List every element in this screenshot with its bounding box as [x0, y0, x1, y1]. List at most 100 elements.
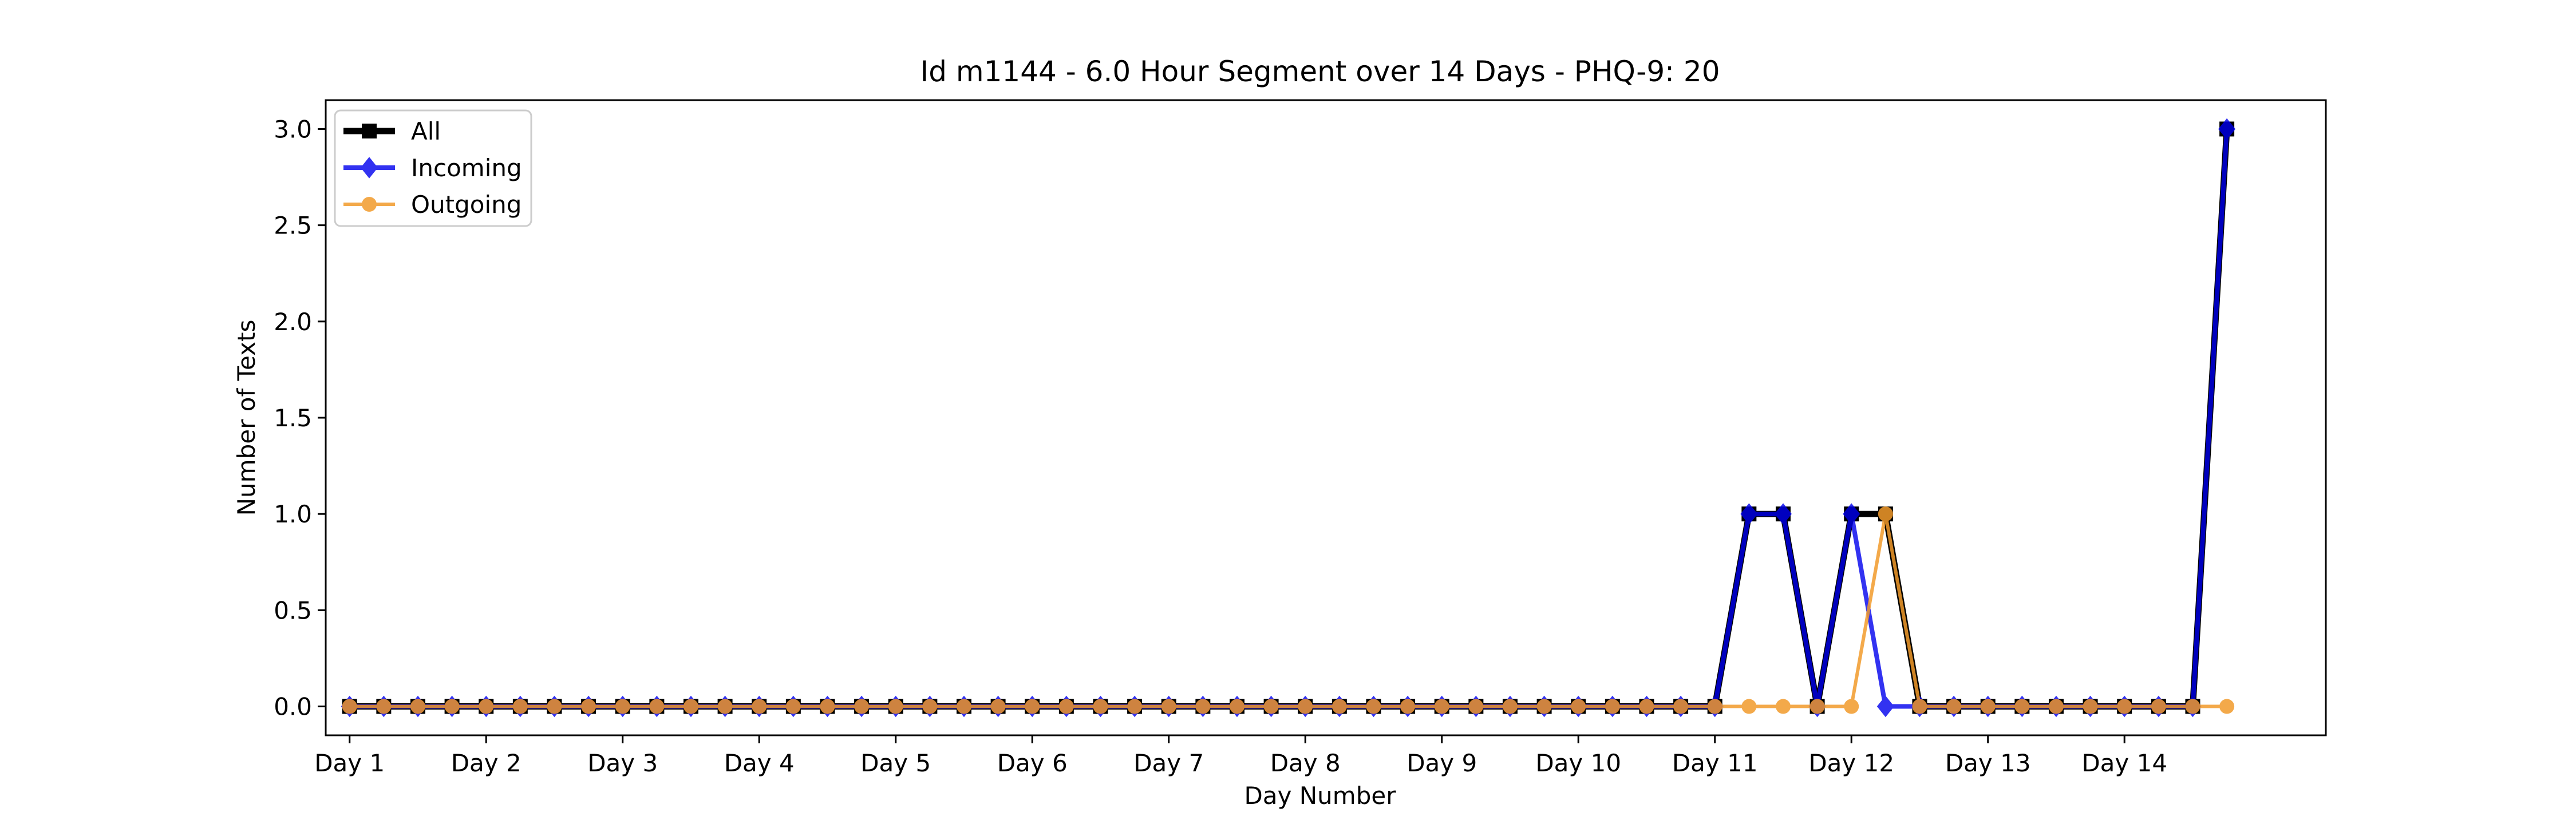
data-point — [1707, 699, 1722, 714]
y-tick-label: 1.5 — [274, 404, 312, 432]
y-tick-label: 3.0 — [274, 115, 312, 143]
data-point — [1673, 699, 1689, 714]
data-point — [1844, 699, 1859, 714]
data-point — [1741, 699, 1757, 714]
legend-entry — [343, 197, 395, 212]
data-point — [1434, 699, 1449, 714]
series-outgoing — [342, 506, 2235, 714]
data-point — [581, 699, 596, 714]
x-tick-label: Day 12 — [1808, 749, 1894, 777]
x-axis-ticks: Day 1 Day 2 Day 3 Day 4 Day 5 Day 6 Day 7 Day 8… — [314, 735, 2167, 777]
data-point — [2117, 699, 2132, 714]
legend-marker — [361, 157, 378, 179]
data-point — [1809, 699, 1825, 714]
x-axis-label: Day Number — [1244, 782, 1396, 810]
data-point — [547, 699, 562, 714]
data-point — [1843, 503, 1860, 525]
data-point — [820, 699, 835, 714]
x-tick-label: Day 14 — [2081, 749, 2167, 777]
data-point — [1774, 503, 1792, 525]
y-axis-ticks: 0.0 0.5 1.0 1.5 2.0 2.5 3.0 — [274, 115, 326, 721]
data-point — [1980, 699, 1996, 714]
data-point — [1502, 699, 1518, 714]
plot-area — [341, 118, 2236, 718]
data-point — [785, 699, 801, 714]
legend-entry — [343, 157, 395, 179]
x-tick-label: Day 5 — [860, 749, 931, 777]
data-point — [1605, 699, 1620, 714]
x-tick-label: Day 9 — [1406, 749, 1477, 777]
data-point — [1025, 699, 1040, 714]
data-point — [1876, 695, 1894, 718]
data-point — [1400, 699, 1416, 714]
chart-title: Id m1144 - 6.0 Hour Segment over 14 Days… — [920, 55, 1720, 88]
data-point — [990, 699, 1006, 714]
data-point — [1195, 699, 1211, 714]
legend-frame — [334, 109, 532, 227]
y-axis-label: Number of Texts — [232, 320, 260, 516]
data-point — [1912, 699, 1927, 714]
legend: All Incoming Outgoing — [334, 109, 532, 227]
data-point — [1058, 699, 1074, 714]
legend-label: Outgoing — [411, 191, 521, 219]
data-point — [342, 699, 357, 714]
data-point — [1878, 506, 1893, 522]
data-point — [649, 699, 665, 714]
data-point — [1775, 699, 1791, 714]
data-point — [1639, 699, 1654, 714]
data-point — [1740, 503, 1758, 525]
data-point — [1536, 699, 1552, 714]
data-point — [512, 699, 528, 714]
x-tick-label: Day 1 — [314, 749, 385, 777]
legend-entry — [343, 124, 395, 138]
y-tick-label: 0.5 — [274, 596, 312, 624]
legend-label: Incoming — [411, 154, 522, 182]
data-point — [1468, 699, 1484, 714]
data-point — [2219, 699, 2235, 714]
x-tick-label: Day 10 — [1535, 749, 1621, 777]
data-point — [922, 699, 938, 714]
data-point — [1263, 699, 1279, 714]
data-point — [1161, 699, 1176, 714]
data-point — [717, 699, 733, 714]
x-tick-label: Day 11 — [1672, 749, 1758, 777]
data-point — [1332, 699, 1347, 714]
x-tick-label: Day 13 — [1945, 749, 2031, 777]
x-tick-label: Day 4 — [724, 749, 795, 777]
data-point — [1093, 699, 1108, 714]
data-point — [2218, 118, 2236, 140]
data-point — [1946, 699, 1962, 714]
data-point — [1571, 699, 1586, 714]
data-point — [376, 699, 392, 714]
x-tick-label: Day 3 — [587, 749, 658, 777]
legend-marker — [362, 197, 377, 212]
data-point — [1127, 699, 1143, 714]
data-point — [2185, 699, 2200, 714]
data-point — [2083, 699, 2098, 714]
data-point — [956, 699, 971, 714]
y-tick-label: 2.0 — [274, 308, 312, 336]
y-tick-label: 0.0 — [274, 693, 312, 721]
x-tick-label: Day 2 — [451, 749, 521, 777]
data-point — [444, 699, 460, 714]
data-point — [1298, 699, 1313, 714]
data-point — [479, 699, 494, 714]
data-point — [1366, 699, 1381, 714]
x-tick-label: Day 8 — [1270, 749, 1341, 777]
data-point — [2151, 699, 2166, 714]
x-tick-label: Day 6 — [997, 749, 1068, 777]
data-point — [1229, 699, 1244, 714]
data-point — [2014, 699, 2030, 714]
y-tick-label: 2.5 — [274, 212, 312, 240]
data-point — [752, 699, 767, 714]
data-point — [888, 699, 903, 714]
data-point — [410, 699, 425, 714]
data-point — [615, 699, 630, 714]
legend-label: All — [411, 117, 441, 145]
data-point — [683, 699, 698, 714]
x-tick-label: Day 7 — [1133, 749, 1204, 777]
data-point — [2048, 699, 2064, 714]
y-tick-label: 1.0 — [274, 500, 312, 528]
legend-marker — [362, 124, 377, 138]
